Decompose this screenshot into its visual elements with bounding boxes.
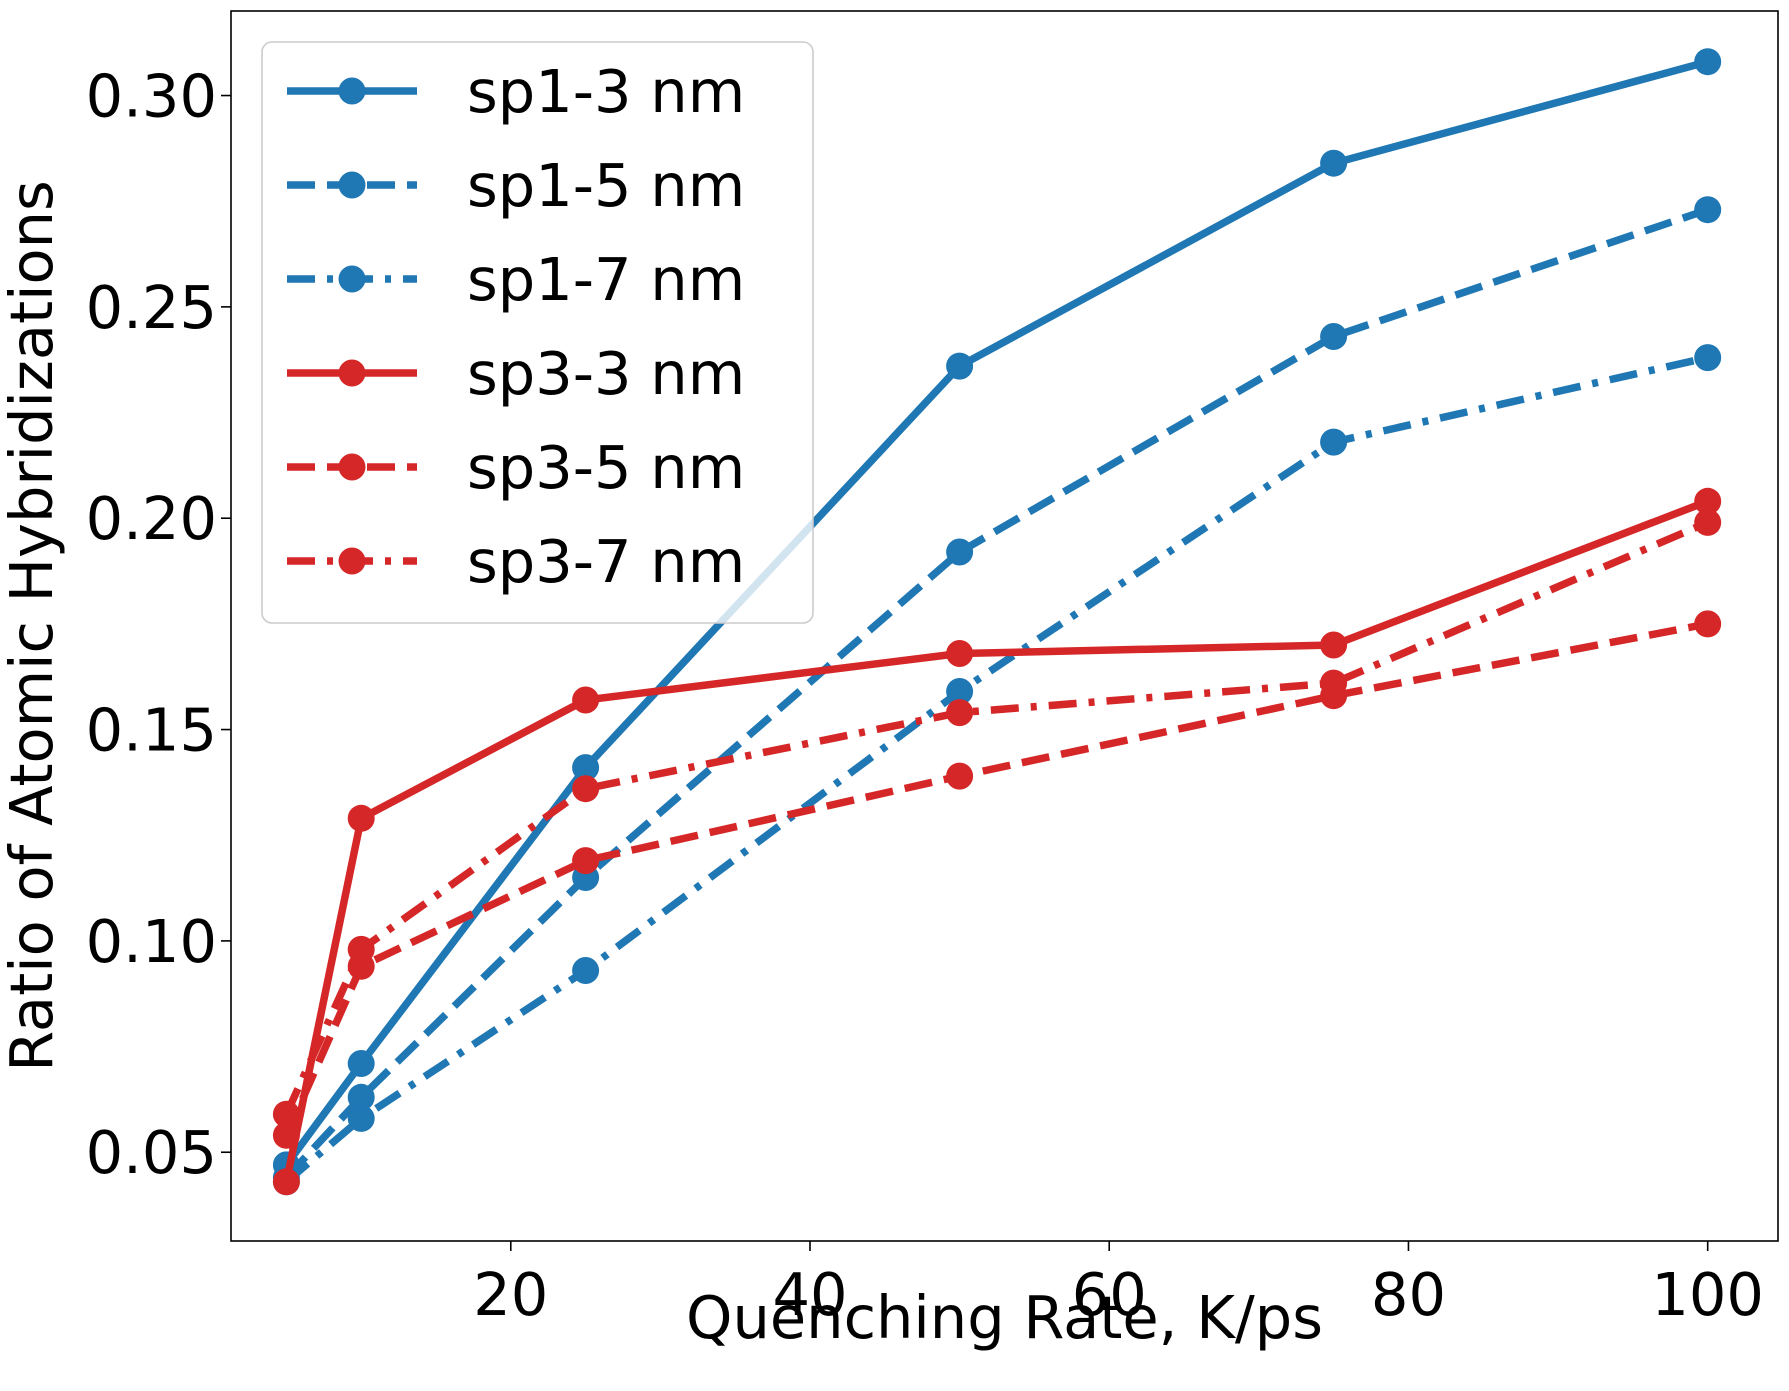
y-tick-label: 0.05	[86, 1118, 217, 1187]
legend: sp1-3 nm sp1-5 nm sp1-7 nm sp3-3 nm sp3-5 nm…	[261, 41, 814, 624]
legend-label: sp1-5 nm	[467, 151, 745, 220]
data-point	[1320, 631, 1348, 659]
x-tick-label: 20	[473, 1260, 548, 1329]
legend-item: sp1-3 nm	[287, 57, 745, 126]
data-point	[572, 957, 600, 984]
data-point	[572, 754, 600, 782]
legend-box	[261, 41, 814, 624]
data-point	[1320, 149, 1348, 177]
data-point	[1694, 344, 1722, 372]
data-point	[1694, 487, 1722, 515]
legend-label: sp3-3 nm	[467, 339, 745, 408]
data-point	[1320, 323, 1348, 350]
y-tick-label: 0.15	[86, 696, 217, 765]
data-point	[347, 1083, 375, 1111]
y-axis: 0.05 0.10 0.15 0.20 0.25 0.30	[86, 62, 231, 1187]
data-point	[347, 935, 375, 963]
y-axis-label: Ratio of Atomic Hybridizations	[0, 180, 66, 1072]
series-line	[283, 206, 1709, 1181]
data-point	[572, 847, 600, 875]
legend-marker	[338, 453, 366, 481]
series-line	[282, 620, 1709, 1137]
data-point	[1694, 508, 1722, 536]
x-axis: 20 40 60 80 100	[473, 1241, 1764, 1329]
x-tick-label: 100	[1651, 1260, 1764, 1329]
legend-marker	[338, 547, 366, 575]
series-layer	[272, 48, 1722, 1196]
legend-marker	[338, 171, 366, 199]
legend-item: sp3-5 nm	[287, 433, 745, 502]
x-tick-label: 60	[1072, 1260, 1147, 1329]
data-point	[946, 538, 974, 566]
data-point	[946, 678, 974, 705]
legend-marker	[338, 359, 366, 387]
series-4	[272, 487, 1722, 1196]
data-point	[272, 1168, 300, 1196]
data-point	[572, 775, 600, 803]
data-point	[272, 1121, 300, 1149]
series-line	[282, 518, 1710, 1116]
data-point	[946, 352, 974, 380]
series-6	[272, 508, 1722, 1128]
legend-label: sp3-7 nm	[467, 527, 745, 596]
data-point	[572, 686, 600, 714]
data-point	[1694, 610, 1722, 638]
legend-item: sp3-7 nm	[287, 527, 745, 596]
data-point	[946, 762, 974, 790]
plot-frame	[230, 10, 1779, 1242]
series-5	[272, 610, 1722, 1149]
legend-label: sp1-7 nm	[467, 245, 745, 314]
data-point	[1320, 669, 1348, 697]
y-tick-label: 0.30	[86, 62, 217, 131]
data-point	[347, 1050, 375, 1077]
x-tick-label: 80	[1371, 1260, 1446, 1329]
data-point	[347, 1104, 375, 1132]
data-point	[946, 699, 974, 727]
legend-item: sp1-5 nm	[287, 151, 745, 220]
series-line	[282, 497, 1710, 1183]
y-tick-label: 0.20	[86, 484, 217, 553]
legend-item: sp3-3 nm	[287, 339, 745, 408]
x-tick-label: 40	[772, 1260, 847, 1329]
x-axis-label: Quenching Rate, K/ps	[686, 1283, 1323, 1352]
data-point	[347, 804, 375, 832]
legend-label: sp1-3 nm	[467, 57, 745, 126]
y-tick-label: 0.25	[86, 273, 217, 342]
data-point	[1694, 48, 1722, 76]
legend-item: sp1-7 nm	[287, 245, 745, 314]
series-line	[283, 353, 1709, 1185]
legend-marker	[338, 77, 366, 105]
legend-marker	[338, 265, 366, 293]
y-tick-label: 0.10	[86, 907, 217, 976]
data-point	[1320, 428, 1348, 456]
data-point	[272, 1100, 300, 1128]
data-point	[946, 640, 974, 667]
legend-label: sp3-5 nm	[467, 433, 745, 502]
data-point	[1694, 196, 1722, 224]
